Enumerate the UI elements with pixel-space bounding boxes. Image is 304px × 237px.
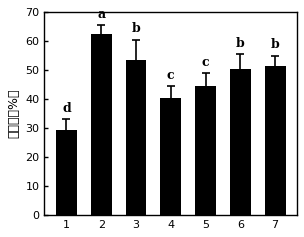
Bar <box>195 86 216 215</box>
Text: c: c <box>202 56 209 69</box>
Bar <box>230 69 251 215</box>
Bar <box>265 66 285 215</box>
Text: c: c <box>167 69 174 82</box>
Bar <box>56 130 77 215</box>
Bar <box>91 34 112 215</box>
Text: b: b <box>236 37 245 50</box>
Text: b: b <box>132 22 140 35</box>
Bar <box>160 98 181 215</box>
Text: d: d <box>62 102 71 115</box>
Y-axis label: 抑制率（%）: 抑制率（%） <box>7 89 20 138</box>
Text: a: a <box>97 8 105 21</box>
Bar <box>126 60 147 215</box>
Text: b: b <box>271 38 279 51</box>
